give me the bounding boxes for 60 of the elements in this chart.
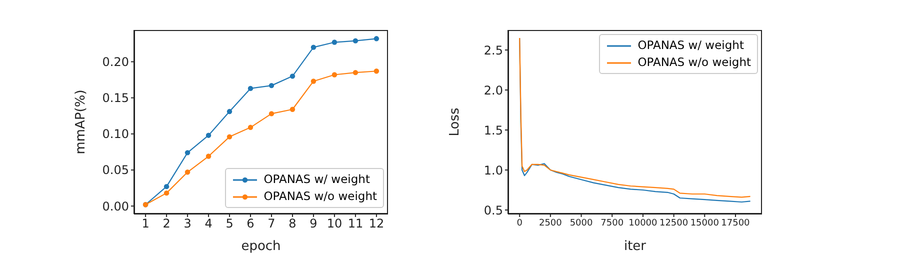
y-tick-label: 1.5 [484, 123, 503, 138]
x-tick-label: 15000 [690, 218, 720, 228]
legend-label: OPANAS w/ weight [638, 37, 744, 54]
point [268, 111, 274, 116]
y-tick-label: 0.5 [484, 203, 503, 218]
point [184, 150, 190, 156]
x-tick-label: 7 [268, 216, 276, 231]
y-tick-label: 0.15 [102, 91, 129, 106]
point [290, 74, 296, 79]
point [374, 68, 380, 74]
point [310, 44, 316, 50]
point [206, 132, 212, 138]
x-tick-label: 12 [368, 216, 384, 231]
point [248, 124, 254, 130]
x-tick-label: 1 [142, 216, 150, 231]
point [332, 72, 338, 78]
x-tick-label: 4 [204, 216, 212, 231]
x-axis-title: epoch [241, 239, 281, 254]
legend-label: OPANAS w/o weight [264, 188, 377, 205]
x-tick-label: 5000 [570, 218, 593, 228]
point [332, 40, 338, 45]
point [184, 170, 190, 175]
x-tick-label: 2500 [538, 218, 562, 228]
point [226, 108, 232, 114]
x-tick-label: 10000 [628, 218, 658, 228]
x-tick-label: 10 [326, 216, 342, 231]
y-tick-label: 0.10 [102, 127, 129, 142]
y-axis-title: mmAP(%) [74, 90, 89, 154]
x-tick-label: 9 [310, 216, 318, 231]
x-tick-label: 8 [288, 216, 296, 231]
x-axis-title: iter [624, 239, 647, 254]
y-tick-label: 0.20 [102, 55, 129, 70]
point [374, 36, 380, 42]
x-tick-label: 12500 [659, 218, 688, 228]
x-tick-label: 17500 [721, 218, 750, 228]
point [206, 154, 212, 159]
point [248, 86, 254, 92]
y-tick-label: 0.00 [102, 199, 129, 214]
x-tick-label: 7500 [600, 218, 624, 228]
x-tick-label: 6 [246, 216, 254, 231]
y-tick-label: 2.5 [484, 43, 503, 58]
point [226, 134, 232, 140]
legend-label: OPANAS w/o weight [638, 54, 751, 71]
y-axis-title: Loss [448, 108, 463, 136]
point [352, 38, 358, 44]
point [310, 78, 316, 84]
point [164, 184, 170, 190]
x-tick-label: 11 [348, 216, 364, 231]
point [164, 190, 170, 196]
point [290, 106, 296, 112]
x-tick-label: 0 [516, 218, 523, 228]
point [268, 82, 274, 88]
y-tick-label: 0.05 [102, 163, 129, 178]
x-tick-label: 3 [184, 216, 192, 231]
point [352, 70, 358, 76]
legend-label: OPANAS w/ weight [264, 171, 370, 188]
x-tick-label: 2 [162, 216, 170, 231]
x-tick-label: 5 [226, 216, 234, 231]
y-tick-label: 2.0 [484, 83, 503, 98]
y-tick-label: 1.0 [484, 163, 503, 178]
